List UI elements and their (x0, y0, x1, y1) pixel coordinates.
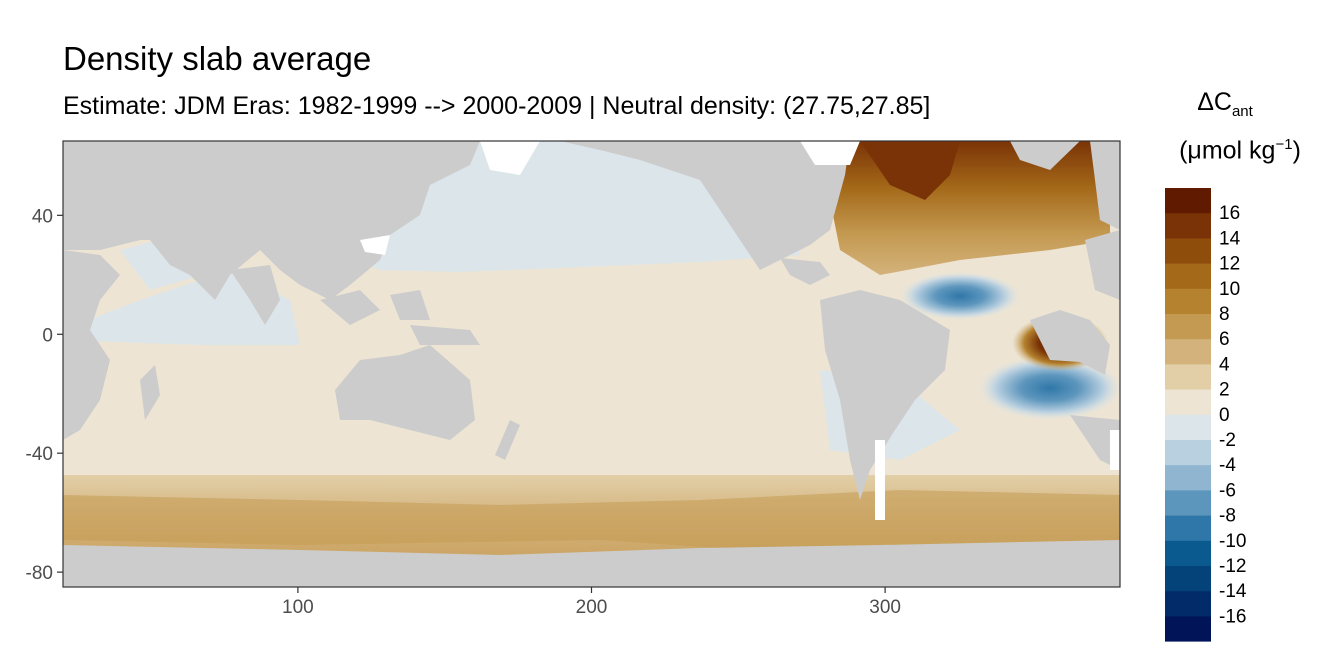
legend-label: 12 (1219, 254, 1240, 275)
legend-swatch (1165, 414, 1211, 441)
legend-swatch (1165, 540, 1211, 567)
map-layer (63, 141, 1120, 587)
legend-swatch (1165, 213, 1211, 239)
legend-swatch (1165, 515, 1211, 542)
legend-swatch (1165, 440, 1211, 466)
legend-swatch (1165, 490, 1211, 517)
legend-label: 0 (1219, 405, 1230, 426)
legend-label: 10 (1219, 279, 1240, 300)
land-masses (63, 141, 1120, 587)
missing-data (360, 141, 1120, 520)
legend-swatch (1165, 591, 1211, 617)
legend-swatch (1165, 465, 1211, 491)
legend-unit-prefix: (μmol kg (1179, 136, 1276, 165)
legend-label: 8 (1219, 304, 1230, 325)
legend-swatch (1165, 566, 1211, 592)
legend-swatch (1165, 263, 1211, 290)
legend-swatch (1165, 364, 1211, 391)
x-tick-label: 100 (282, 597, 314, 618)
legend-label: 14 (1219, 228, 1241, 249)
legend-label: 4 (1219, 354, 1230, 375)
legend-label: -2 (1219, 430, 1236, 451)
chart-title: Density slab average (63, 40, 372, 77)
legend-title-subscript: ant (1231, 103, 1253, 120)
y-tick-label: 0 (42, 325, 53, 346)
legend-swatch (1165, 188, 1211, 214)
legend-label: -4 (1219, 455, 1236, 476)
legend-label: -16 (1219, 606, 1246, 627)
legend-swatch (1165, 238, 1211, 265)
x-tick-label: 300 (869, 597, 901, 618)
chart-subtitle: Estimate: JDM Eras: 1982-1999 --> 2000-2… (63, 92, 931, 120)
legend-swatch (1165, 389, 1211, 416)
legend-label: 6 (1219, 329, 1230, 350)
legend-unit: (μmol kg−1) (1160, 136, 1320, 165)
legend-label: -10 (1219, 531, 1246, 552)
legend-swatch (1165, 314, 1211, 340)
legend-label: -12 (1219, 556, 1246, 577)
legend-colorbar: 16 14 12 10 8 6 4 2 0 -2 -4 -6 -8 -10 -12 -14 -16 (1165, 188, 1247, 642)
legend-label: 2 (1219, 380, 1230, 401)
y-tick-label: -80 (26, 563, 53, 584)
legend-unit-suffix: ) (1292, 136, 1301, 165)
legend-label: 16 (1219, 203, 1240, 224)
legend-title-main: ΔC (1197, 88, 1232, 116)
legend-label: -8 (1219, 506, 1236, 527)
legend-label: -14 (1219, 581, 1247, 602)
legend-label: -6 (1219, 480, 1236, 501)
legend-swatch (1165, 339, 1211, 365)
y-tick-label: -40 (26, 444, 53, 465)
legend-unit-superscript: −1 (1275, 136, 1293, 153)
legend-swatch (1165, 288, 1211, 315)
legend-swatch (1165, 616, 1211, 642)
x-tick-label: 200 (576, 597, 608, 618)
legend-title: ΔCant (1170, 88, 1280, 120)
y-tick-label: 40 (32, 206, 53, 227)
